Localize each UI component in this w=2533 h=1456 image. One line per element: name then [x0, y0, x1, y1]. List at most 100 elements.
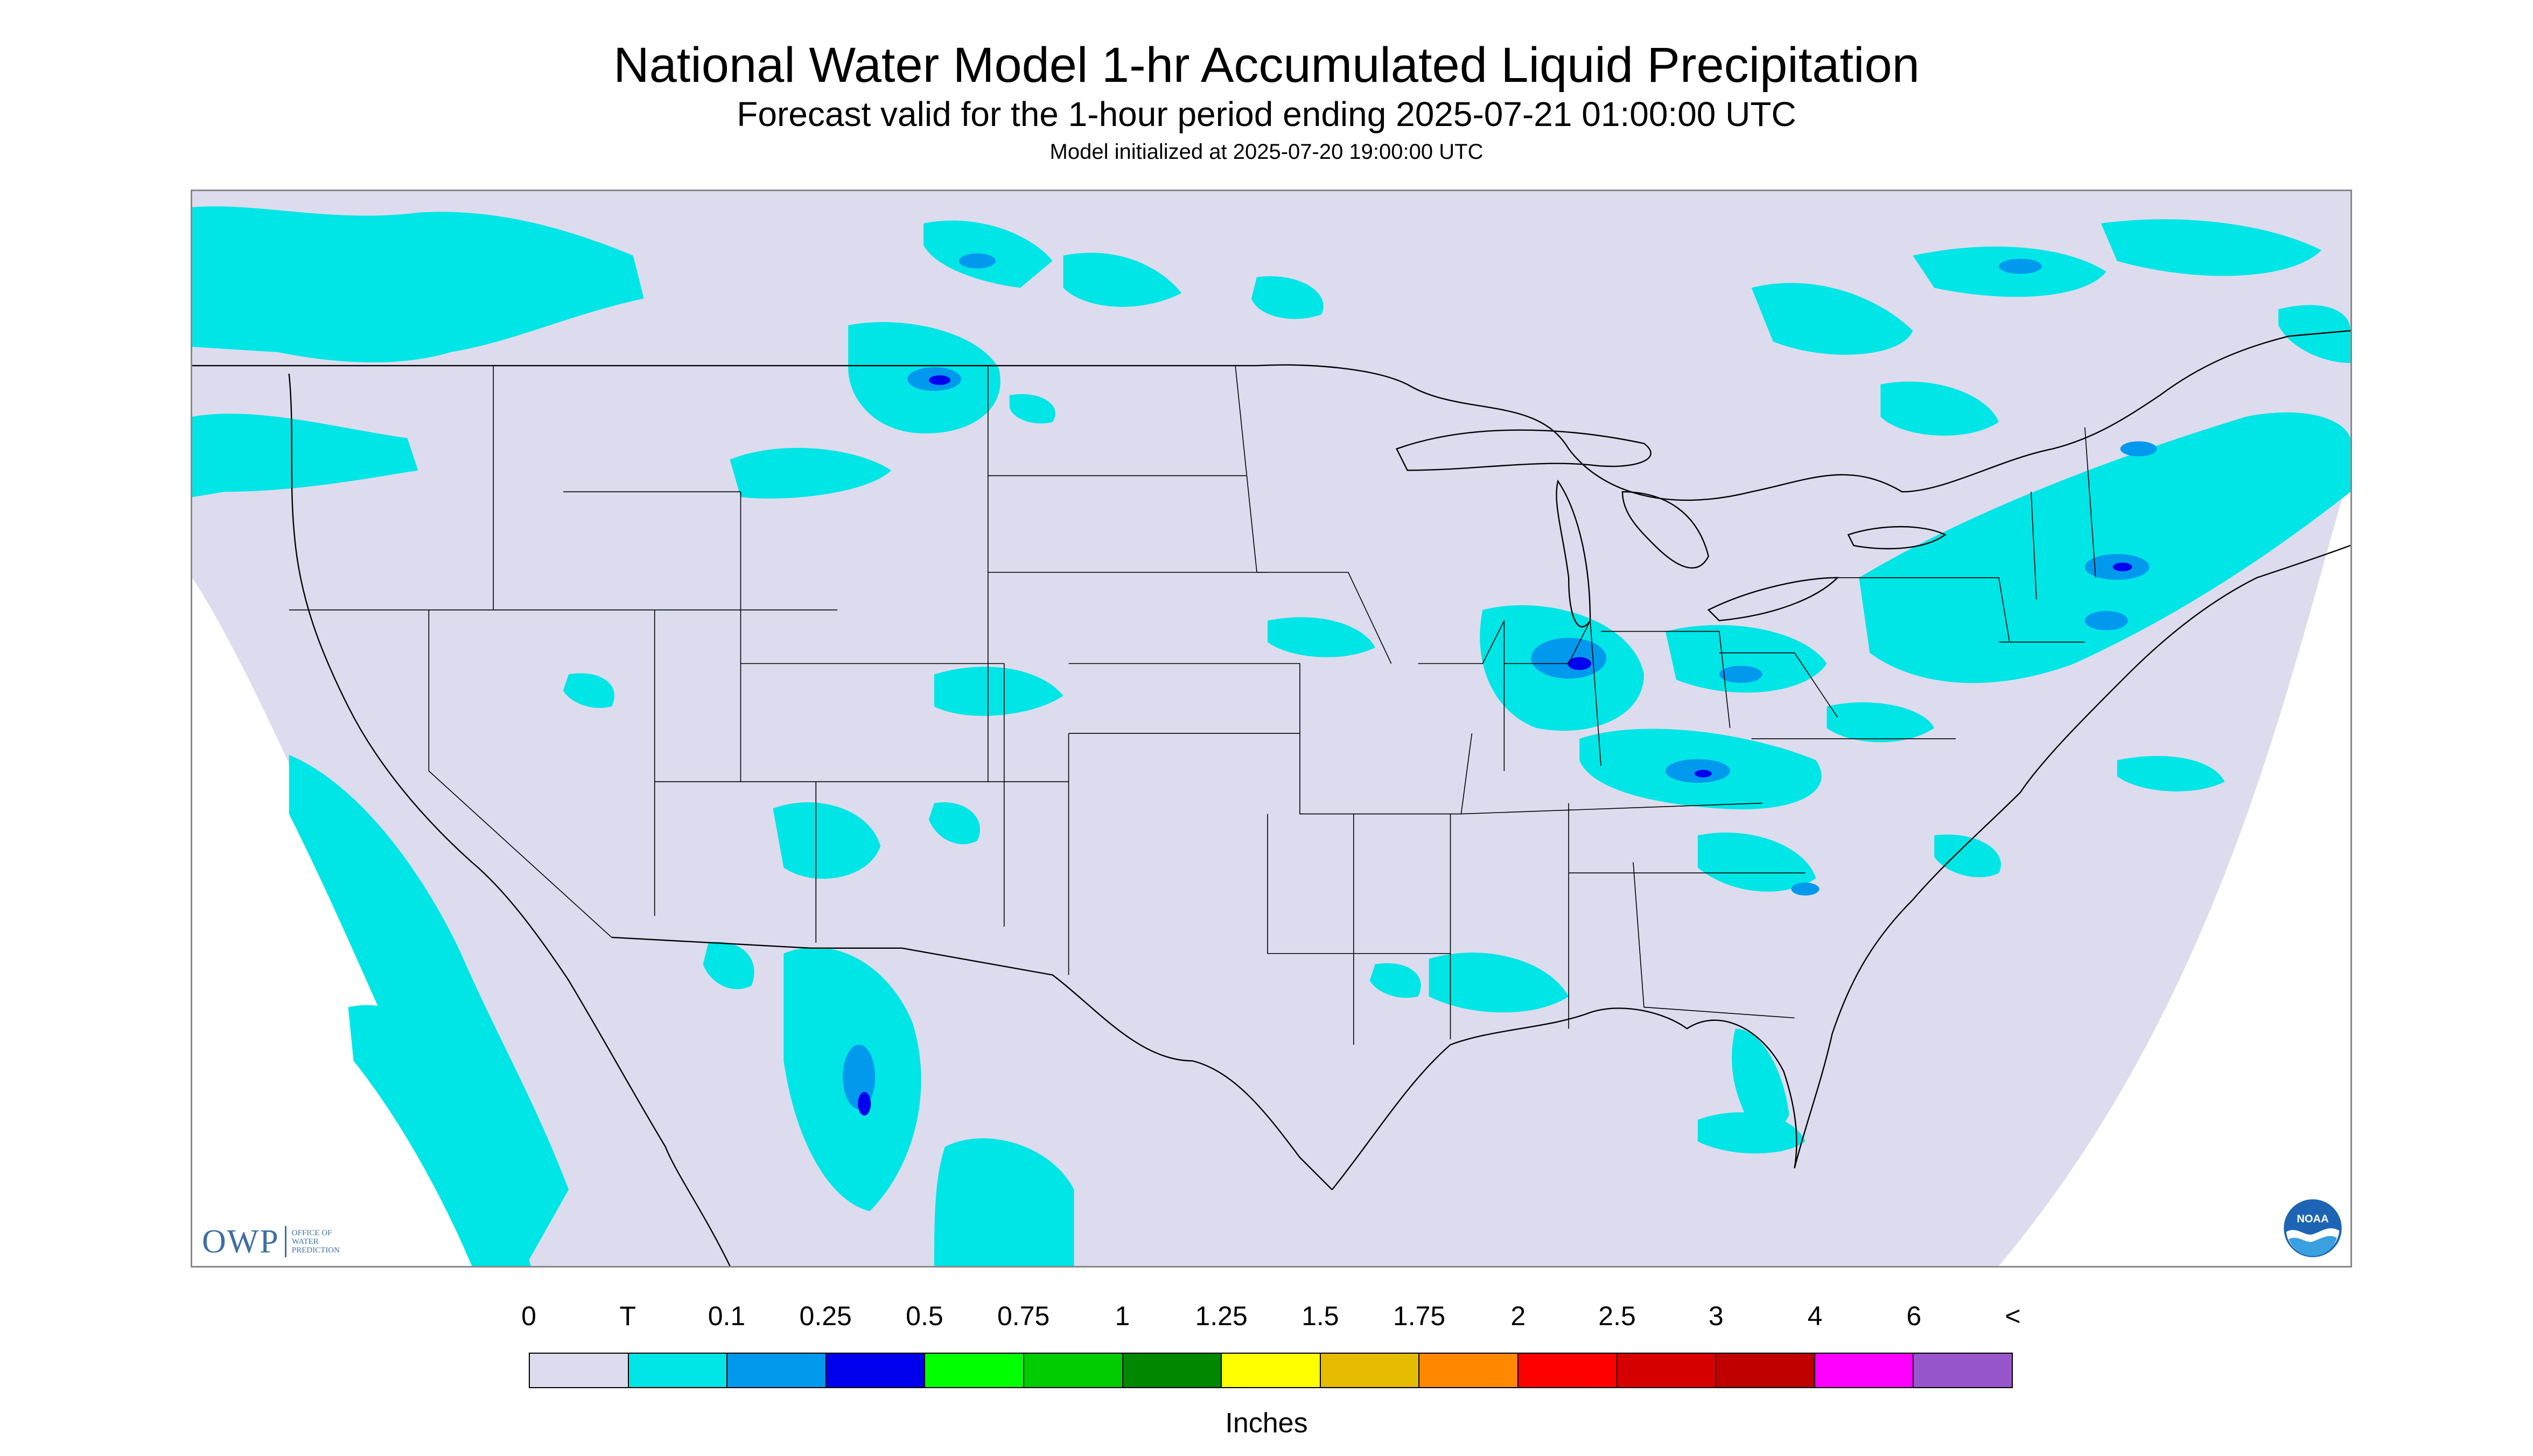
noaa-text: NOAA — [2297, 1213, 2329, 1225]
precip-cell — [928, 375, 950, 385]
precip-cell — [2084, 611, 2128, 631]
owp-text-line: Prediction — [291, 1246, 340, 1255]
owp-text-line: Office of — [291, 1229, 332, 1237]
legend-label: 1.5 — [1302, 1301, 1339, 1331]
legend-swatch — [826, 1354, 926, 1387]
precip-cell — [1694, 769, 1712, 778]
precip-area — [1665, 625, 1827, 693]
precip-cell — [1791, 883, 1820, 896]
legend-swatch — [1320, 1354, 1420, 1387]
precip-cell — [1531, 638, 1607, 679]
precip-area — [1063, 253, 1182, 307]
state-lines — [289, 365, 2096, 1045]
precip-area — [703, 942, 754, 990]
precip-area — [1880, 381, 1999, 436]
legend-label: 1.25 — [1195, 1301, 1248, 1331]
pacific-coastline — [288, 373, 731, 1266]
precip-cell — [843, 1045, 876, 1109]
precip-area — [1827, 702, 1935, 743]
model-init-line: Model initialized at 2025-07-20 19:00:00… — [1049, 140, 1484, 164]
legend-label: 0.5 — [906, 1301, 943, 1331]
legend-label: 1.75 — [1393, 1301, 1446, 1331]
legend-swatch — [727, 1354, 827, 1387]
lake-huron — [1621, 491, 1710, 569]
precip-area — [1859, 412, 2350, 683]
legend-swatch — [1716, 1354, 1815, 1387]
legend-swatch — [1222, 1354, 1321, 1387]
precip-area — [1697, 832, 1816, 892]
precip-area — [923, 220, 1053, 288]
precip-area — [348, 1005, 531, 1266]
precip-area — [1934, 834, 2001, 878]
precipitation-map: OWP Office of Water Prediction NOAA — [191, 190, 2352, 1268]
forecast-valid-subtitle: Forecast valid for the 1-hour period end… — [737, 95, 1796, 134]
legend-label: 2 — [1510, 1301, 1526, 1331]
legend-label: 1 — [1115, 1301, 1130, 1331]
legend-color-bar — [529, 1353, 2013, 1388]
precip-area — [1009, 394, 1055, 424]
legend-swatch — [1518, 1354, 1618, 1387]
legend-swatch — [1914, 1354, 2012, 1387]
precip-area — [934, 667, 1063, 716]
precip-cell — [2112, 562, 2132, 571]
legend-label: 3 — [1708, 1301, 1724, 1331]
us-mexico-border — [611, 936, 1333, 1191]
legend-swatch — [925, 1354, 1024, 1387]
lake-ontario — [1847, 526, 1947, 550]
legend-swatch — [1123, 1354, 1222, 1387]
precip-area — [1268, 617, 1375, 657]
lake-michigan — [1556, 479, 1591, 628]
precip-area — [2117, 756, 2225, 792]
legend-label: T — [619, 1301, 636, 1331]
precip-area — [730, 447, 892, 499]
precip-area — [773, 802, 881, 879]
legend-swatch — [1024, 1354, 1123, 1387]
legend-units: Inches — [1225, 1408, 1308, 1439]
legend-label: 4 — [1807, 1301, 1823, 1331]
lake-superior — [1395, 429, 1652, 471]
precip-area — [192, 206, 644, 362]
owp-logo: OWP Office of Water Prediction — [202, 1225, 340, 1258]
precip-area — [928, 802, 981, 844]
atlantic-coastline — [1794, 544, 2350, 1168]
legend-label: 0.75 — [997, 1301, 1050, 1331]
map-title: National Water Model 1-hr Accumulated Li… — [613, 38, 1920, 93]
legend-label: < — [2005, 1301, 2021, 1331]
legend-swatch — [1617, 1354, 1717, 1387]
owp-text-line: Water — [291, 1237, 319, 1246]
precip-cell — [1998, 258, 2042, 274]
precip-cell — [1568, 657, 1592, 670]
precip-cell — [1719, 666, 1762, 683]
precip-area — [1251, 276, 1324, 319]
legend-label: 0 — [521, 1301, 536, 1331]
map-canvas — [192, 191, 2350, 1266]
precip-area — [1369, 963, 1421, 998]
precip-area — [2101, 219, 2322, 276]
moderate-precip-layer — [858, 375, 2132, 1116]
owp-divider — [284, 1226, 286, 1257]
owp-mark: OWP — [202, 1223, 279, 1260]
precip-area — [1751, 283, 1913, 355]
legend-swatch — [530, 1354, 629, 1387]
us-canada-border — [192, 330, 2350, 501]
precip-cell — [958, 253, 996, 269]
legend-labels: 0 T 0.1 0.25 0.5 0.75 1 1.25 1.5 1.75 2 2.5 3 4 6 < — [0, 1300, 2533, 1338]
light-precip-layer — [843, 253, 2157, 1109]
precip-area — [934, 1138, 1074, 1266]
political-boundaries — [192, 330, 2350, 1266]
noaa-logo-icon: NOAA — [2284, 1199, 2342, 1257]
legend-label: 2.5 — [1598, 1301, 1636, 1331]
owp-text: Office of Water Prediction — [292, 1229, 340, 1255]
gulf-coastline — [1331, 1007, 1797, 1191]
precip-area — [289, 754, 569, 1266]
legend-label: 0.25 — [799, 1301, 852, 1331]
precip-area — [1429, 953, 1569, 1013]
precip-area — [192, 414, 418, 498]
legend-swatch — [1419, 1354, 1519, 1387]
legend-label: 0.1 — [708, 1301, 746, 1331]
precip-cell — [2120, 441, 2157, 457]
precip-area — [1732, 1028, 1789, 1132]
precip-cell — [858, 1091, 871, 1116]
legend-swatch — [628, 1354, 728, 1387]
legend-swatch — [1815, 1354, 1914, 1387]
